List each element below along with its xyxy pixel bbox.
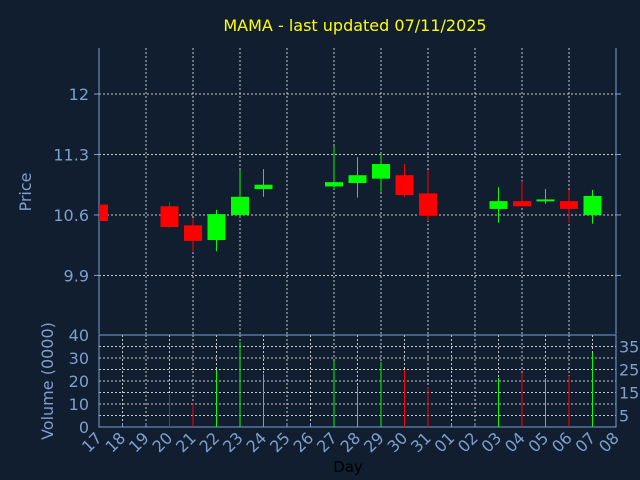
candle-body-06 (560, 201, 578, 209)
volume-tick-label: 40 (69, 326, 89, 345)
volume-tick-label: 0 (79, 418, 89, 437)
chart-title: MAMA - last updated 07/11/2025 (223, 16, 486, 35)
candle-body-29 (372, 163, 390, 179)
candle-body-17 (99, 204, 108, 222)
candle-body-04 (513, 201, 531, 207)
candle-body-20 (160, 206, 179, 228)
x-tick-label: 08 (595, 428, 623, 456)
candle-body-05 (536, 199, 555, 202)
candle-body-22 (207, 214, 226, 241)
price-axis-label: Price (16, 172, 35, 211)
candle-body-31 (419, 193, 437, 216)
price-tick-label: 12 (69, 85, 89, 104)
candle-body-03 (489, 201, 508, 209)
candle-body-27 (325, 182, 343, 187)
candle-body-30 (395, 175, 414, 196)
price-tick-label: 10.6 (53, 206, 89, 225)
volume-tick-label: 30 (69, 349, 89, 368)
candle-body-24 (254, 184, 273, 190)
volume-axis-label: Volume (0000) (38, 322, 57, 440)
volume-tick-label: 15 (619, 384, 639, 403)
volume-tick-label: 35 (619, 338, 639, 357)
candle-body-28 (348, 175, 367, 183)
price-tick-label: 11.3 (53, 145, 89, 164)
volume-tick-label: 20 (69, 372, 89, 391)
candle-body-21 (184, 225, 202, 241)
candle-body-07 (583, 195, 602, 215)
x-axis-label: Day (333, 458, 363, 476)
volume-tick-label: 25 (619, 361, 639, 380)
candle-body-23 (231, 196, 249, 215)
volume-tick-label: 10 (69, 395, 89, 414)
price-tick-label: 9.9 (64, 266, 89, 285)
volume-tick-label: 5 (619, 407, 629, 426)
